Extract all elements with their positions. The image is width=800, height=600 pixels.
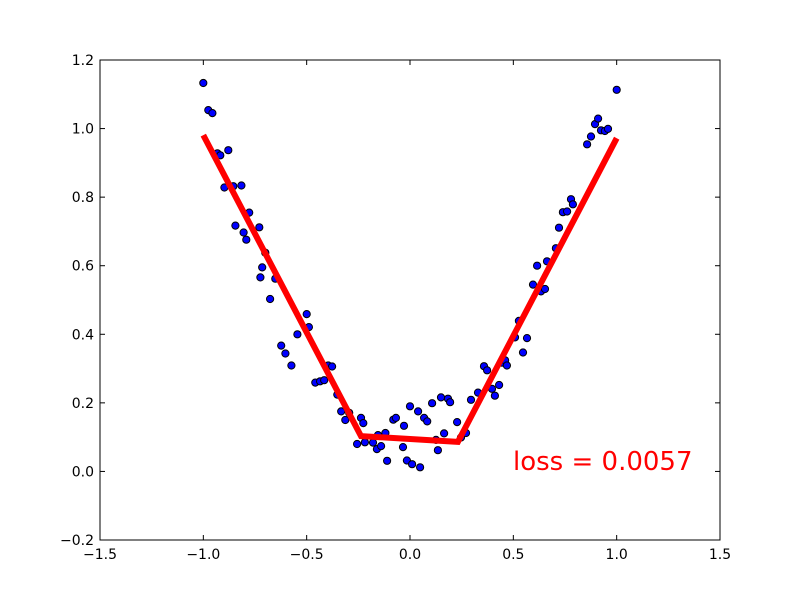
- scatter-point: [277, 341, 286, 350]
- scatter-point: [383, 456, 392, 465]
- scatter-point: [398, 443, 408, 452]
- scatter-point: [302, 310, 311, 319]
- scatter-point: [266, 294, 275, 304]
- scatter-point: [287, 361, 296, 370]
- scatter-point: [293, 330, 302, 339]
- scatter-point: [281, 349, 290, 358]
- scatter-point: [231, 221, 240, 230]
- scatter-points: [199, 78, 621, 472]
- scatter-point: [563, 207, 572, 216]
- scatter-point: [612, 85, 621, 94]
- x-tick-label: −1.5: [83, 547, 117, 563]
- scatter-point: [433, 446, 442, 455]
- scatter-point: [359, 419, 368, 428]
- y-tick-label: 0.6: [72, 259, 94, 275]
- scatter-point: [440, 429, 449, 438]
- y-tick-label: 0.8: [72, 190, 94, 206]
- scatter-point: [208, 109, 217, 118]
- scatter-point: [436, 393, 446, 402]
- scatter-point: [377, 442, 386, 451]
- loss-annotation: loss = 0.0057: [513, 447, 693, 477]
- scatter-point: [495, 380, 504, 390]
- y-tick-label: 1.0: [72, 122, 94, 138]
- scatter-point: [428, 399, 437, 408]
- scatter-point: [237, 181, 246, 190]
- x-tick-label: −1.0: [186, 547, 220, 563]
- y-axis-ticks: −0.2 0.0 0.2 0.4 0.6 0.8 1.0 1.2: [60, 53, 720, 549]
- plot-area: loss = 0.0057 −1.5 −1.0 −0.5 0.0 0.5 1.0 1.5 −…: [60, 53, 731, 563]
- x-tick-label: 0.5: [502, 547, 524, 563]
- scatter-point: [328, 362, 337, 371]
- scatter-point: [423, 417, 432, 426]
- scatter-point: [341, 415, 350, 425]
- scatter-point: [522, 334, 532, 343]
- scatter-point: [399, 421, 409, 430]
- scatter-point: [603, 124, 613, 133]
- y-tick-label: 0.2: [72, 396, 94, 412]
- scatter-point: [568, 200, 578, 209]
- x-tick-label: 1.0: [606, 547, 628, 563]
- scatter-point: [320, 376, 329, 385]
- scatter-point: [368, 438, 378, 447]
- scatter-point: [466, 395, 476, 404]
- scatter-point: [360, 438, 369, 447]
- scatter-point: [518, 348, 528, 357]
- x-tick-label: 0.0: [399, 547, 421, 563]
- scatter-point: [353, 439, 362, 449]
- scatter-point: [242, 235, 251, 244]
- scatter-point: [490, 391, 499, 400]
- scatter-point: [533, 261, 542, 270]
- scatter-point: [586, 132, 596, 141]
- scatter-point: [405, 402, 415, 411]
- y-tick-label: 0.0: [72, 464, 94, 480]
- scatter-point: [502, 361, 511, 370]
- fit-line: [200, 133, 620, 446]
- y-tick-label: −0.2: [60, 533, 94, 549]
- x-tick-label: 1.5: [709, 547, 731, 563]
- scatter-point: [483, 366, 492, 375]
- scatter-point: [594, 114, 603, 123]
- scatter-point: [446, 398, 455, 407]
- scatter-point: [583, 140, 592, 149]
- scatter-point: [408, 460, 417, 469]
- scatter-point: [540, 284, 550, 294]
- scatter-point: [255, 223, 264, 232]
- scatter-point: [453, 418, 462, 427]
- scatter-point: [391, 413, 400, 422]
- scatter-point: [224, 146, 233, 155]
- scatter-point: [416, 463, 425, 472]
- scatter-point: [256, 273, 265, 282]
- scatter-point: [554, 223, 564, 232]
- scatter-point: [258, 263, 267, 272]
- y-tick-label: 1.2: [72, 53, 94, 69]
- x-axis-ticks: −1.5 −1.0 −0.5 0.0 0.5 1.0 1.5: [83, 60, 731, 563]
- scatter-point: [199, 78, 208, 88]
- scatter-point: [414, 407, 423, 416]
- x-tick-label: −0.5: [290, 547, 324, 563]
- scatter-point: [239, 228, 248, 237]
- y-tick-label: 0.4: [72, 327, 94, 343]
- scatter-point: [528, 280, 538, 289]
